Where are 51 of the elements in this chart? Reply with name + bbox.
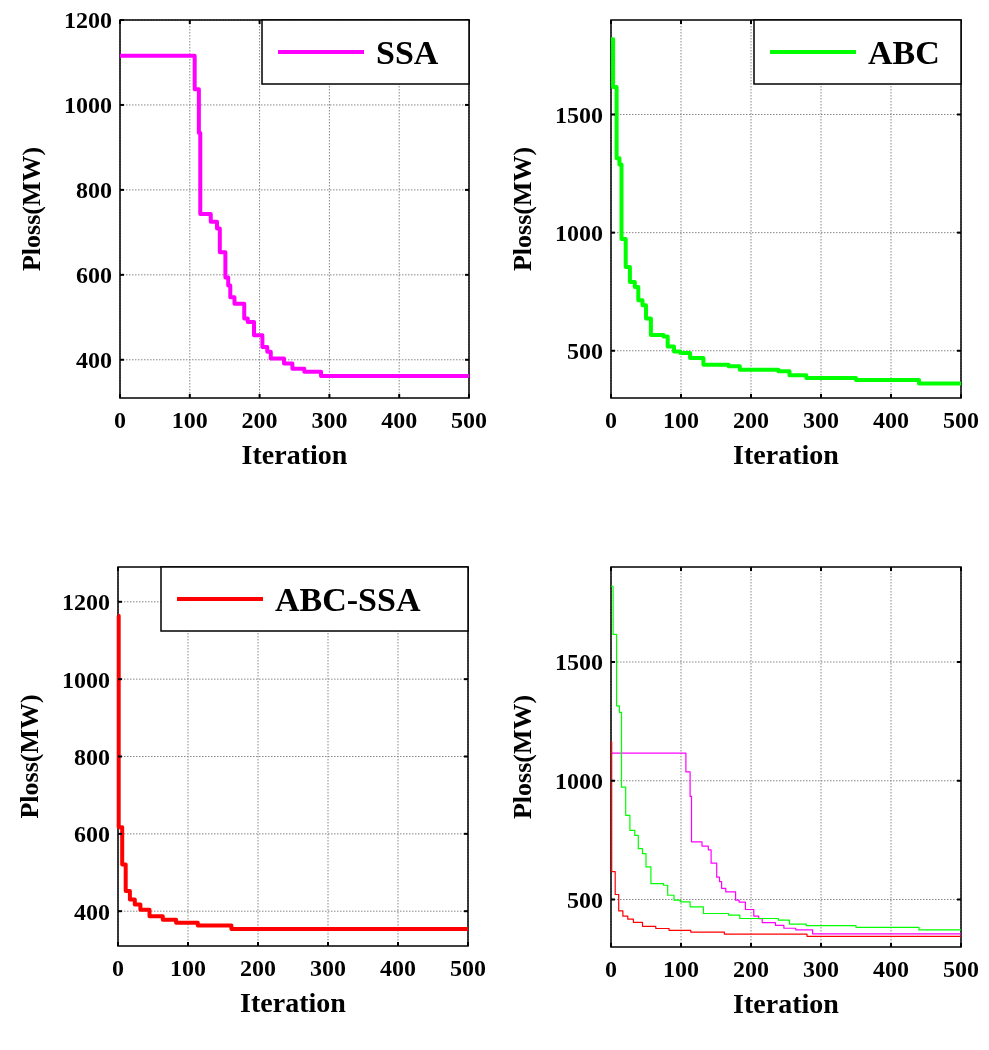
x-tick-label: 200: [241, 407, 278, 433]
x-tick-label: 300: [803, 407, 839, 433]
y-tick-label: 400: [76, 347, 112, 374]
y-tick-label: 600: [74, 821, 110, 848]
x-tick-label: 0: [114, 407, 126, 433]
y-tick-label: 800: [76, 177, 112, 204]
y-tick-label: 500: [567, 338, 603, 365]
x-tick-label: 500: [451, 407, 487, 433]
x-tick-label: 0: [112, 955, 124, 981]
x-tick-label: 500: [450, 955, 486, 981]
y-tick-label: 800: [74, 743, 110, 770]
x-tick-label: 400: [381, 407, 418, 433]
legend-label: ABC: [868, 33, 940, 71]
y-tick-label: 1000: [64, 92, 112, 119]
x-tick-label: 200: [733, 956, 769, 982]
x-axis-title: Iteration: [733, 988, 840, 1019]
y-tick-label: 400: [74, 898, 110, 925]
x-tick-label: 300: [310, 955, 346, 981]
y-axis-title: Ploss(MW): [15, 694, 44, 819]
y-tick-label: 1200: [64, 7, 112, 34]
y-axis-title: Ploss(MW): [508, 146, 537, 272]
legend-label: ABC-SSA: [275, 580, 421, 618]
y-axis-title: Ploss(MW): [508, 694, 537, 820]
x-axis-title: Iteration: [733, 439, 840, 470]
y-tick-label: 1500: [555, 649, 603, 676]
x-axis-title: Iteration: [241, 439, 348, 470]
y-tick-label: 600: [76, 262, 112, 289]
x-tick-label: 0: [605, 407, 617, 433]
y-axis-title: Ploss(MW): [17, 146, 46, 272]
x-tick-label: 100: [663, 407, 699, 433]
y-tick-label: 1000: [62, 666, 110, 693]
x-tick-label: 0: [605, 956, 617, 982]
x-tick-label: 100: [171, 407, 208, 433]
x-tick-label: 200: [240, 955, 276, 981]
y-tick-label: 1000: [555, 220, 603, 247]
x-tick-label: 400: [873, 407, 909, 433]
x-tick-label: 100: [170, 955, 206, 981]
x-tick-label: 400: [380, 955, 416, 981]
y-tick-label: 1200: [62, 589, 110, 616]
x-tick-label: 500: [943, 956, 979, 982]
x-tick-label: 400: [873, 956, 909, 982]
y-tick-label: 1000: [555, 768, 603, 795]
y-tick-label: 1500: [555, 101, 603, 128]
legend-label: SSA: [376, 33, 439, 71]
x-tick-label: 500: [943, 407, 979, 433]
x-axis-title: Iteration: [240, 987, 347, 1018]
x-tick-label: 300: [311, 407, 348, 433]
x-tick-label: 300: [803, 956, 839, 982]
y-tick-label: 500: [567, 886, 603, 913]
x-tick-label: 200: [733, 407, 769, 433]
x-tick-label: 100: [663, 956, 699, 982]
